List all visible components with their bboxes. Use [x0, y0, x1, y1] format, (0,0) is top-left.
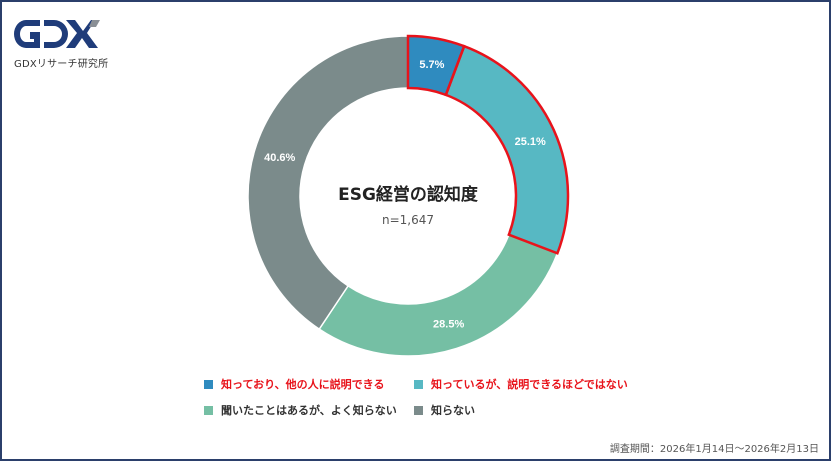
legend-item-2: 知っているが、説明できるほどではない [414, 376, 628, 392]
survey-period: 調査期間：2026年1月14日～2026年2月13日 [609, 444, 819, 455]
legend-swatch [204, 405, 213, 415]
legend-item-1: 知っており、他の人に説明できる [204, 376, 384, 392]
logo-subtitle: GDXリサーチ研究所 [14, 59, 109, 70]
legend-label: 知らない [431, 404, 475, 417]
chart-title: ESG経営の認知度 [338, 184, 479, 205]
chart-subtitle: n=1,647 [382, 213, 434, 227]
donut-slice-3 [318, 233, 559, 357]
slice-label-1: 5.7% [419, 59, 444, 71]
gdx-logo [14, 14, 104, 58]
slice-label-2: 25.1% [515, 136, 546, 148]
legend-item-3: 聞いたことはあるが、よく知らない [204, 402, 397, 418]
legend-item-4: 知らない [414, 402, 475, 418]
legend-swatch [414, 405, 423, 415]
slice-label-3: 28.5% [433, 319, 464, 331]
legend-label: 聞いたことはあるが、よく知らない [221, 404, 397, 417]
highlight-outline [444, 44, 570, 255]
legend-label: 知っており、他の人に説明できる [221, 378, 385, 391]
legend-swatch [414, 379, 423, 389]
donut-slice-4 [247, 35, 409, 331]
legend-swatch [204, 379, 213, 389]
slice-label-4: 40.6% [264, 152, 295, 164]
legend-label: 知っているが、説明できるほどではない [431, 378, 628, 391]
